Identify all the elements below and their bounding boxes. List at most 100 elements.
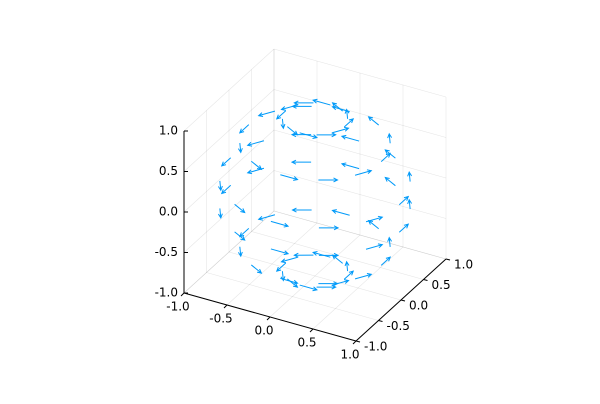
arrow bbox=[217, 180, 223, 192]
arrow bbox=[275, 262, 287, 272]
grid-line bbox=[183, 89, 275, 172]
arrow bbox=[291, 207, 312, 213]
grid-line bbox=[183, 210, 275, 294]
arrow bbox=[343, 118, 355, 128]
arrow bbox=[293, 100, 314, 106]
arrow bbox=[316, 284, 337, 290]
arrow bbox=[387, 132, 393, 144]
arrow bbox=[312, 251, 331, 258]
arrow bbox=[220, 184, 232, 195]
x-tick bbox=[352, 340, 357, 345]
grid-line bbox=[183, 48, 275, 132]
grid-line bbox=[273, 210, 447, 260]
arrow bbox=[343, 270, 355, 280]
z-tick-label: 1.0 bbox=[159, 124, 178, 138]
z-tick-label: 0.5 bbox=[159, 164, 178, 178]
arrow bbox=[257, 110, 276, 117]
grid-line bbox=[273, 210, 447, 260]
arrow bbox=[246, 140, 265, 147]
arrow bbox=[318, 177, 339, 183]
x-axis bbox=[183, 292, 357, 342]
arrow bbox=[291, 103, 312, 109]
arrow bbox=[220, 157, 232, 167]
x-tick-label: -0.5 bbox=[209, 312, 232, 326]
x-tick bbox=[223, 304, 228, 309]
arrow bbox=[250, 264, 263, 274]
arrow bbox=[275, 110, 287, 120]
arrow bbox=[316, 132, 337, 138]
arrow bbox=[318, 225, 340, 231]
z-tick-label: -0.5 bbox=[155, 245, 178, 259]
arrow bbox=[332, 279, 350, 286]
arrow bbox=[217, 208, 223, 219]
arrow bbox=[238, 227, 250, 238]
z-tick-label: -1.0 bbox=[155, 286, 178, 300]
y-axis bbox=[355, 258, 447, 342]
z-tick-label: 0.0 bbox=[159, 205, 178, 219]
arrow bbox=[384, 149, 396, 159]
arrow bbox=[354, 169, 373, 176]
grid-line bbox=[273, 48, 447, 98]
arrow bbox=[367, 116, 380, 126]
arrow bbox=[407, 198, 413, 210]
arrow bbox=[246, 167, 265, 175]
x-tick bbox=[180, 292, 185, 297]
y-tick bbox=[445, 258, 451, 261]
arrow bbox=[234, 203, 246, 214]
arrow bbox=[318, 281, 339, 287]
arrow bbox=[237, 246, 243, 258]
arrow bbox=[340, 134, 360, 142]
x-tick bbox=[266, 316, 271, 321]
arrow bbox=[332, 126, 350, 134]
arrow bbox=[280, 118, 286, 130]
arrow bbox=[287, 126, 299, 136]
x-tick-label: 0.5 bbox=[297, 336, 316, 350]
x-tick-label: -1.0 bbox=[166, 300, 189, 314]
arrow bbox=[280, 174, 299, 181]
y-tick bbox=[400, 299, 406, 302]
grid-line bbox=[273, 129, 447, 179]
arrow bbox=[290, 132, 312, 138]
arrow bbox=[238, 124, 250, 134]
grid-line bbox=[226, 222, 318, 306]
arrow bbox=[331, 254, 343, 264]
arrow bbox=[331, 105, 350, 113]
arrow bbox=[257, 214, 276, 221]
y-tick bbox=[378, 320, 383, 322]
y-tick-label: 1.0 bbox=[454, 258, 473, 272]
arrow bbox=[380, 152, 392, 163]
arrow bbox=[312, 98, 331, 106]
grid-line bbox=[273, 89, 447, 138]
x-tick-label: 1.0 bbox=[340, 348, 359, 362]
arrow bbox=[299, 284, 318, 292]
arrow bbox=[237, 143, 243, 154]
y-tick bbox=[355, 340, 361, 343]
arrow bbox=[344, 260, 350, 272]
arrow bbox=[398, 195, 410, 206]
arrow bbox=[365, 243, 384, 250]
arrow bbox=[280, 271, 286, 282]
grid-line bbox=[183, 129, 275, 213]
arrow bbox=[340, 162, 360, 170]
arrow bbox=[367, 219, 380, 230]
y-tick-label: 0.0 bbox=[409, 299, 428, 313]
arrow bbox=[280, 256, 298, 264]
arrow bbox=[250, 160, 263, 171]
arrow bbox=[270, 248, 290, 256]
arrow bbox=[299, 132, 318, 139]
arrow bbox=[293, 252, 314, 258]
arrow bbox=[384, 176, 396, 187]
grid-line bbox=[269, 234, 361, 318]
y-tick-label: -0.5 bbox=[387, 319, 410, 333]
arrow bbox=[398, 223, 410, 233]
arrow bbox=[380, 256, 392, 266]
arrow bbox=[270, 220, 290, 228]
grid-line bbox=[183, 170, 275, 253]
y-tick-label: -1.0 bbox=[364, 340, 387, 354]
grid-line bbox=[206, 272, 379, 321]
grid-line bbox=[312, 246, 404, 330]
grid-line bbox=[183, 210, 275, 294]
arrow bbox=[290, 159, 312, 165]
arrow bbox=[287, 278, 299, 288]
